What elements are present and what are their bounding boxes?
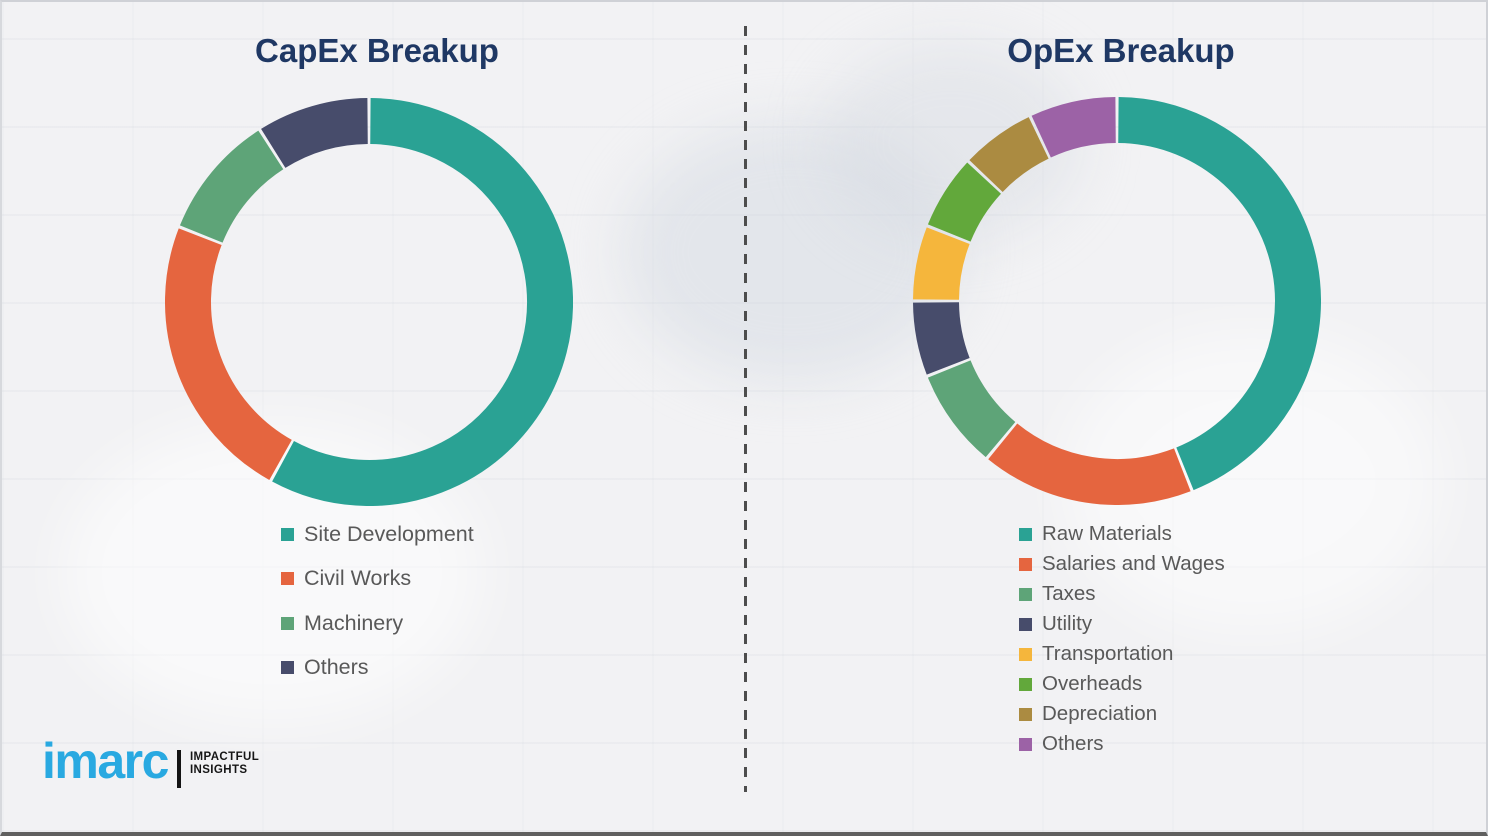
legend-swatch-taxes (1019, 587, 1032, 601)
donut-segment-others (261, 98, 369, 169)
legend-item-machinery: Machinery (281, 601, 474, 646)
legend-item-raw-materials: Raw Materials (1019, 519, 1225, 549)
donut-segment-machinery (179, 130, 284, 244)
legend-label: Taxes (1042, 582, 1096, 605)
donut-segment-site-development (272, 98, 573, 506)
legend-item-overheads: Overheads (1019, 669, 1225, 699)
donut-segment-overheads (927, 162, 1002, 243)
legend-label: Civil Works (304, 566, 412, 591)
legend-swatch-utility (1019, 617, 1032, 631)
opex-legend: Raw Materials Salaries and Wages Taxes Util… (1019, 519, 1225, 759)
legend-item-others: Others (1019, 729, 1225, 759)
opex-chart-title: OpEx Breakup (1007, 32, 1235, 69)
legend-item-others: Others (281, 646, 474, 691)
capex-legend: Site Development Civil Works Machinery Othe… (281, 512, 474, 690)
legend-label: Machinery (304, 610, 404, 635)
donut-segment-salaries-and-wages (988, 423, 1191, 505)
legend-swatch-site-development (281, 527, 294, 541)
legend-item-site-development: Site Development (281, 512, 474, 557)
legend-label: Raw Materials (1042, 522, 1172, 545)
opex-donut-chart (913, 97, 1321, 505)
legend-swatch-others (281, 661, 294, 675)
legend-label: Others (304, 655, 369, 680)
legend-label: Transportation (1042, 642, 1174, 665)
legend-label: Site Development (304, 521, 474, 546)
legend-item-depreciation: Depreciation (1019, 699, 1225, 729)
donut-segment-others (1031, 97, 1117, 158)
donut-segment-civil-works (165, 228, 293, 480)
legend-label: Depreciation (1042, 702, 1158, 725)
background-watermark-blob (622, 122, 962, 382)
legend-swatch-machinery (281, 616, 294, 630)
donut-segment-taxes (927, 359, 1016, 458)
legend-item-salaries-and-wages: Salaries and Wages (1019, 549, 1225, 579)
donut-segment-utility (913, 301, 970, 375)
logo-separator-bar (176, 750, 181, 788)
capex-chart-title: CapEx Breakup (255, 32, 499, 69)
legend-item-utility: Utility (1019, 609, 1225, 639)
legend-label: Others (1042, 732, 1104, 755)
legend-label: Overheads (1042, 672, 1143, 695)
legend-swatch-others (1019, 737, 1032, 751)
legend-label: Salaries and Wages (1042, 552, 1225, 575)
legend-swatch-salaries-and-wages (1019, 557, 1032, 571)
vertical-dashed-divider (744, 26, 747, 792)
capex-donut-chart (165, 98, 573, 506)
legend-swatch-raw-materials (1019, 527, 1032, 541)
donut-segment-raw-materials (1118, 97, 1321, 491)
donut-segment-depreciation (969, 117, 1050, 193)
logo-tagline-line2: INSIGHTS (189, 764, 248, 776)
legend-swatch-overheads (1019, 677, 1032, 691)
legend-swatch-transportation (1019, 647, 1032, 661)
legend-label: Utility (1042, 612, 1093, 635)
legend-swatch-depreciation (1019, 707, 1032, 721)
legend-item-taxes: Taxes (1019, 579, 1225, 609)
legend-item-civil-works: Civil Works (281, 557, 474, 602)
imarc-logo: imarc IMPACTFUL INSIGHTS (42, 736, 259, 788)
legend-swatch-civil-works (281, 572, 294, 586)
logo-tagline-line1: IMPACTFUL (189, 751, 260, 763)
donut-segment-transportation (913, 227, 970, 301)
logo-tagline: IMPACTFUL INSIGHTS (190, 751, 259, 777)
imarc-logo-wordmark: imarc (42, 733, 169, 789)
legend-item-transportation: Transportation (1019, 639, 1225, 669)
